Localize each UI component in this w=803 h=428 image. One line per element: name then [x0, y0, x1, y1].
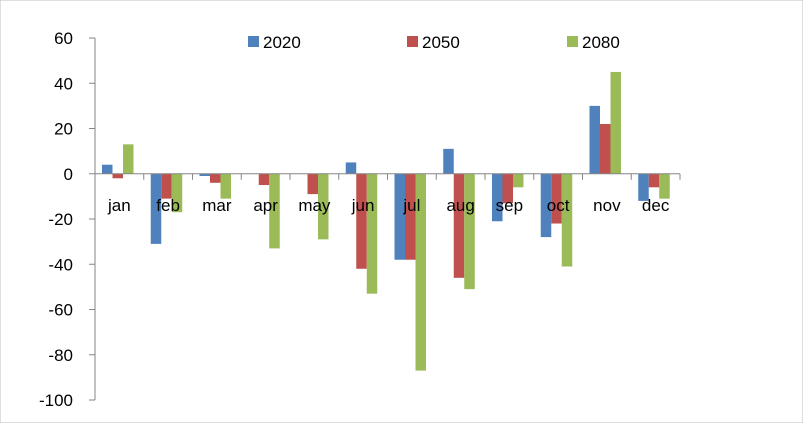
- y-tick-label: -80: [48, 346, 73, 365]
- y-tick-label: -40: [48, 255, 73, 274]
- x-category-label: mar: [202, 196, 232, 215]
- bar-2080-jan: [123, 144, 134, 174]
- y-tick-label: -60: [48, 301, 73, 320]
- y-tick-label: 60: [54, 29, 73, 48]
- bar-2020-mar: [199, 173, 210, 177]
- bar-2050-may: [307, 173, 318, 195]
- bar-2080-jun: [366, 173, 378, 294]
- bar-2020-feb: [150, 173, 162, 244]
- legend-label-2050: 2050: [422, 33, 460, 52]
- bar-2050-aug: [453, 173, 465, 278]
- bar-2020-nov: [589, 105, 600, 174]
- x-category-label: may: [298, 196, 331, 215]
- bar-2050-sep: [502, 173, 513, 204]
- x-category-label: jan: [107, 196, 131, 215]
- bar-2050-nov: [600, 123, 611, 174]
- x-category-label: jul: [402, 196, 420, 215]
- bar-2080-oct: [561, 173, 573, 267]
- bar-2020-jul: [394, 173, 405, 260]
- bar-2080-may: [318, 173, 329, 240]
- x-category-label: jun: [351, 196, 375, 215]
- y-tick-label: 40: [54, 74, 73, 93]
- plot-area: -100 -80 -60 -40 -20 0 20 40 60 jan feb mar apr may ju…: [39, 29, 681, 410]
- bar-2020-oct: [540, 173, 552, 238]
- bar-2020-sep: [492, 173, 503, 222]
- bar-2080-nov: [610, 71, 621, 174]
- bar-2050-apr: [258, 173, 270, 186]
- bar-2080-mar: [220, 173, 231, 199]
- x-category-label: aug: [446, 196, 474, 215]
- x-category-label: feb: [156, 196, 180, 215]
- bar-2050-jan: [112, 173, 123, 179]
- bar-2080-aug: [464, 173, 475, 290]
- y-tick-label: -100: [39, 391, 73, 410]
- bar-2020-jun: [345, 162, 357, 174]
- legend-swatch-2020: [248, 36, 259, 47]
- bar-2020-aug: [443, 148, 454, 174]
- x-category-label: apr: [253, 196, 278, 215]
- bar-2020-dec: [638, 173, 649, 201]
- legend-label-2020: 2020: [263, 33, 301, 52]
- bar-2020-jan: [102, 164, 113, 174]
- y-tick-label: -20: [48, 210, 73, 229]
- bar-2080-apr: [269, 173, 280, 249]
- bar-2050-feb: [161, 173, 172, 199]
- bar-2080-dec: [659, 173, 670, 199]
- bar-2050-oct: [551, 173, 562, 224]
- legend-label-2080: 2080: [582, 33, 620, 52]
- bar-2050-jul: [405, 173, 416, 260]
- y-tick-label: 20: [54, 120, 73, 139]
- bar-2050-dec: [648, 173, 660, 188]
- x-category-label: nov: [593, 196, 621, 215]
- x-category-label: sep: [496, 196, 523, 215]
- bar-2050-jun: [356, 173, 367, 269]
- bar-2080-jul: [415, 173, 426, 371]
- legend-swatch-2080: [567, 36, 578, 47]
- bar-2080-feb: [171, 173, 183, 213]
- x-category-label: dec: [642, 196, 670, 215]
- bar-2050-mar: [210, 173, 221, 183]
- legend: 2020 2050 2080: [248, 33, 620, 52]
- bar-2080-sep: [513, 173, 524, 188]
- y-tick-label: 0: [64, 165, 73, 184]
- legend-swatch-2050: [407, 36, 418, 47]
- x-category-label: oct: [547, 196, 570, 215]
